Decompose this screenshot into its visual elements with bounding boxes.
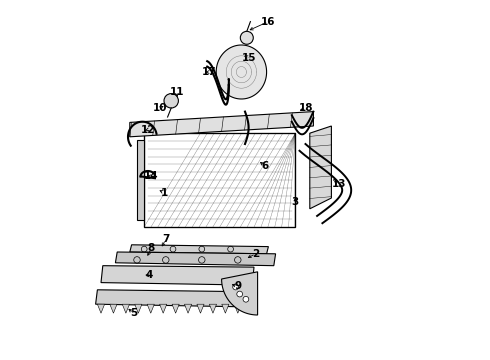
Polygon shape — [122, 304, 129, 313]
Text: 9: 9 — [234, 281, 242, 291]
Polygon shape — [221, 272, 258, 315]
Polygon shape — [184, 304, 192, 313]
Text: 8: 8 — [148, 243, 155, 253]
Text: 6: 6 — [261, 161, 269, 171]
Text: 10: 10 — [153, 103, 168, 113]
Text: 15: 15 — [242, 53, 256, 63]
Text: 4: 4 — [146, 270, 153, 280]
Text: 3: 3 — [292, 197, 299, 207]
Polygon shape — [310, 126, 331, 209]
Polygon shape — [130, 245, 269, 254]
Text: 7: 7 — [162, 234, 170, 244]
Polygon shape — [137, 140, 144, 220]
Polygon shape — [216, 45, 267, 99]
Polygon shape — [135, 304, 142, 313]
Polygon shape — [160, 304, 167, 313]
Circle shape — [233, 284, 239, 290]
Polygon shape — [234, 304, 242, 313]
Circle shape — [237, 291, 243, 297]
Circle shape — [243, 296, 249, 302]
Text: 14: 14 — [144, 171, 159, 181]
Text: 13: 13 — [331, 179, 346, 189]
Text: 12: 12 — [141, 125, 155, 135]
Polygon shape — [96, 290, 240, 307]
Polygon shape — [101, 266, 254, 285]
Text: 17: 17 — [202, 67, 216, 77]
Circle shape — [240, 31, 253, 44]
Polygon shape — [110, 304, 117, 313]
Text: 16: 16 — [261, 17, 276, 27]
Polygon shape — [172, 304, 179, 313]
Text: 18: 18 — [299, 103, 314, 113]
Polygon shape — [98, 304, 104, 313]
Polygon shape — [197, 304, 204, 313]
Text: 1: 1 — [160, 188, 168, 198]
Text: 2: 2 — [252, 249, 259, 259]
Polygon shape — [116, 252, 275, 266]
Text: 5: 5 — [130, 308, 137, 318]
Polygon shape — [147, 304, 154, 313]
Polygon shape — [130, 112, 314, 137]
Polygon shape — [222, 304, 229, 313]
Text: 11: 11 — [170, 87, 184, 97]
Polygon shape — [209, 304, 217, 313]
Circle shape — [164, 94, 178, 108]
